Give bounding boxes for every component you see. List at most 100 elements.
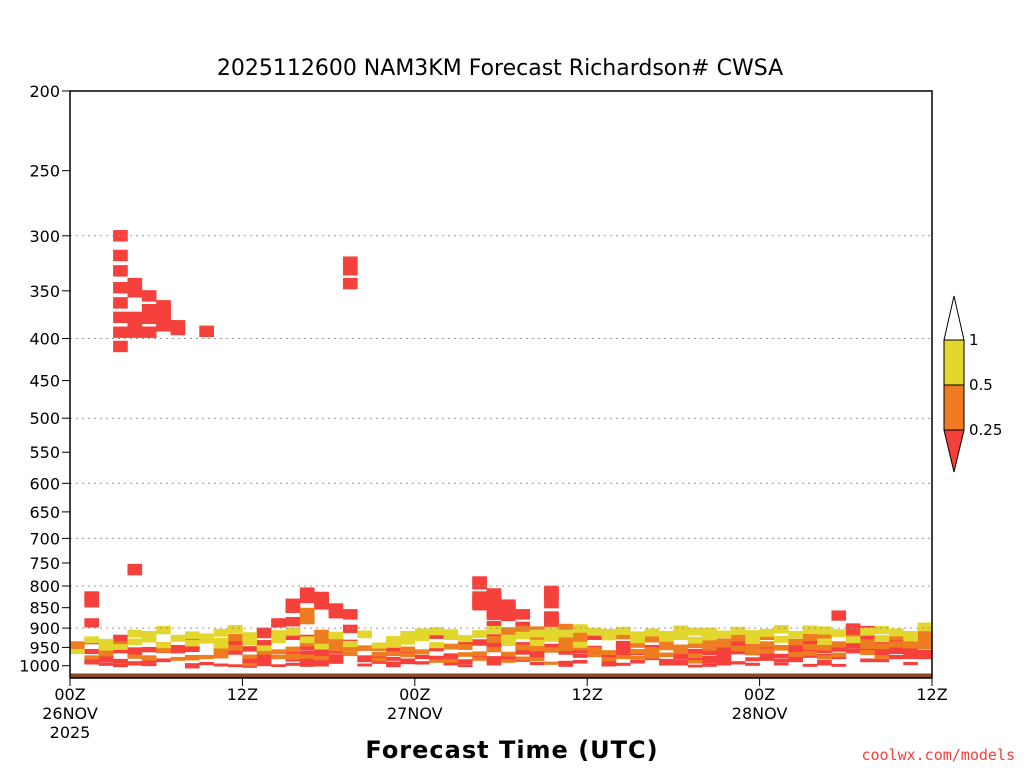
- heatmap-cell: [242, 654, 258, 659]
- heatmap-cell: [615, 631, 631, 640]
- heatmap-cell: [443, 632, 459, 641]
- heatmap-cell: [860, 658, 875, 663]
- heatmap-cell: [98, 662, 114, 666]
- heatmap-cell: [414, 654, 430, 660]
- heatmap-cell: [716, 662, 732, 666]
- heatmap-cell: [127, 326, 143, 338]
- heatmap-cell: [242, 663, 258, 667]
- heatmap-cell: [544, 588, 559, 600]
- heatmap-cell: [572, 636, 588, 644]
- heatmap-cell: [98, 658, 114, 663]
- heatmap-cell: [659, 652, 674, 658]
- heatmap-cell: [213, 654, 229, 659]
- heatmap-cell: [199, 654, 214, 660]
- heatmap-cell: [429, 642, 444, 649]
- heatmap-cell: [903, 647, 918, 654]
- heatmap-cell: [299, 591, 315, 604]
- heatmap-cell: [141, 303, 157, 316]
- heatmap-cell: [84, 618, 100, 628]
- colorbar-low-triangle: [943, 429, 965, 473]
- heatmap-cell: [687, 636, 703, 644]
- heatmap-cell: [587, 646, 602, 653]
- heatmap-cell: [716, 658, 732, 663]
- heatmap-cell: [199, 661, 214, 666]
- colorbar-label: 0.25: [969, 421, 1002, 439]
- heatmap-cell: [170, 648, 186, 654]
- heatmap-cell: [903, 661, 918, 666]
- heatmap-cell: [730, 645, 746, 652]
- heatmap-cell: [371, 660, 387, 664]
- x-tick-label: 12Z: [916, 685, 947, 704]
- heatmap-cell: [630, 631, 645, 639]
- heatmap-cell: [917, 630, 933, 639]
- heatmap-cell: [127, 286, 143, 298]
- heatmap-cell: [515, 609, 531, 620]
- heatmap-cell: [414, 649, 430, 655]
- heatmap-cell: [501, 634, 516, 642]
- heatmap-cell: [745, 630, 760, 638]
- y-tick-label: 250: [29, 162, 60, 181]
- heatmap-cell: [888, 633, 904, 641]
- heatmap-cell: [845, 630, 861, 638]
- heatmap-cell: [659, 644, 674, 651]
- heatmap-cell: [673, 648, 689, 655]
- x-tick-label: 00Z: [54, 685, 85, 704]
- heatmap-cell: [386, 661, 401, 665]
- heatmap-cell: [659, 640, 674, 647]
- heatmap-cell: [285, 653, 301, 658]
- heatmap-cell: [845, 636, 861, 644]
- heatmap-cell: [98, 644, 114, 651]
- heatmap-cell: [256, 654, 272, 659]
- heatmap-cell: [141, 656, 157, 661]
- heatmap-cell: [486, 656, 502, 661]
- heatmap-cell: [730, 661, 746, 665]
- heatmap-cell: [256, 660, 272, 665]
- heatmap-cell: [156, 658, 171, 663]
- heatmap-cell: [213, 642, 229, 649]
- heatmap-cell: [314, 629, 329, 638]
- heatmap-cell: [357, 663, 372, 667]
- heatmap-cell: [831, 610, 847, 621]
- heatmap-cell: [874, 650, 890, 656]
- heatmap-cell: [529, 651, 545, 657]
- heatmap-cell: [544, 626, 559, 635]
- heatmap-cell: [903, 638, 918, 646]
- heatmap-cell: [342, 651, 358, 657]
- x-tick-label: 00Z: [744, 685, 775, 704]
- heatmap-cell: [817, 633, 832, 641]
- heatmap-cell: [501, 627, 516, 636]
- heatmap-cell: [113, 659, 128, 664]
- heatmap-cell: [314, 660, 329, 664]
- heatmap-cell: [256, 649, 272, 655]
- heatmap-cell: [529, 645, 545, 652]
- heatmap-cell: [141, 630, 157, 639]
- heatmap-cell: [501, 651, 516, 657]
- heatmap-cell: [501, 639, 516, 647]
- heatmap-cell: [587, 632, 602, 641]
- heatmap-cell: [615, 646, 631, 652]
- heatmap-cell: [127, 311, 143, 324]
- heatmap-cell: [113, 297, 128, 309]
- heatmap-cell: [386, 664, 401, 668]
- heatmap-cell: [486, 609, 502, 620]
- heatmap-cell: [429, 645, 444, 652]
- heatmap-cell: [515, 631, 531, 640]
- heatmap-cell: [342, 264, 358, 276]
- heatmap-cell: [414, 628, 430, 637]
- heatmap-cell: [256, 663, 272, 667]
- heatmap-cell: [716, 654, 732, 660]
- heatmap-cell: [601, 650, 617, 656]
- y-tick-label: 1000: [19, 657, 60, 676]
- heatmap-cell: [242, 646, 258, 652]
- heatmap-cell: [673, 644, 689, 651]
- heatmap-cell: [817, 662, 832, 666]
- heatmap-cell: [70, 648, 85, 655]
- heatmap-cell: [845, 648, 861, 654]
- heatmap-cell: [773, 644, 789, 651]
- heatmap-cell: [213, 628, 229, 637]
- heatmap-cell: [486, 625, 502, 635]
- heatmap-cell: [659, 658, 674, 663]
- heatmap-cell: [802, 638, 818, 646]
- x-tick-label: 12Z: [227, 685, 258, 704]
- heatmap-cell: [773, 653, 789, 659]
